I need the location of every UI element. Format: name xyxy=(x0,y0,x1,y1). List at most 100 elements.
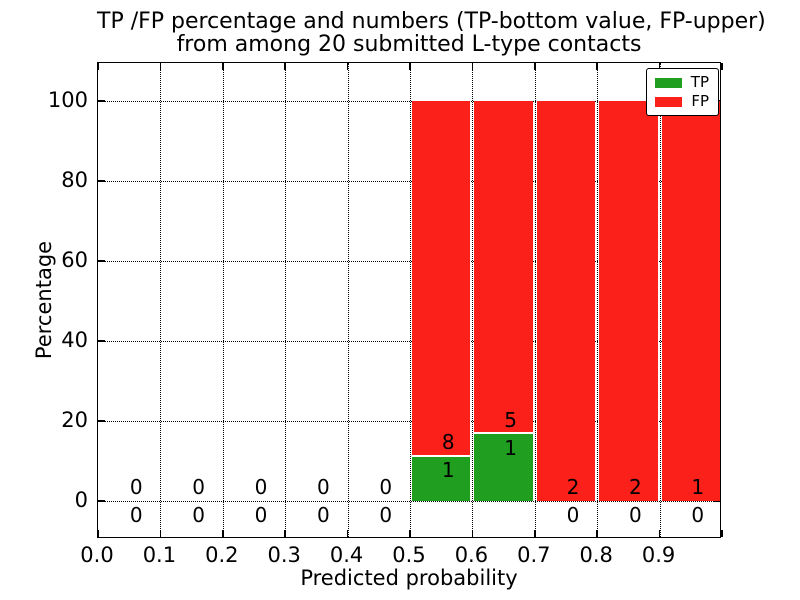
x-tick-bottom xyxy=(222,530,224,537)
tp-count-label-0.6-0.7: 1 xyxy=(504,435,517,460)
x-tick-bottom xyxy=(409,530,411,537)
h-gridline-60 xyxy=(98,261,720,262)
y-tick-left xyxy=(98,100,105,102)
y-tick-left xyxy=(98,340,105,342)
y-tick-left xyxy=(98,180,105,182)
x-tick-label-0.0: 0.0 xyxy=(80,543,114,567)
x-tick-top xyxy=(346,63,349,70)
x-tick-label-0.7: 0.7 xyxy=(517,543,551,567)
x-tick-label-0.6: 0.6 xyxy=(454,543,489,567)
x-tick-label-0.2: 0.2 xyxy=(205,543,239,567)
fp-bar-segment-0.9-1.0 xyxy=(661,101,720,501)
x-tick-label-0.5: 0.5 xyxy=(392,543,426,567)
y-tick-label-40: 40 xyxy=(61,328,88,352)
x-tick-top xyxy=(409,63,411,70)
x-tick-bottom xyxy=(284,530,286,537)
tp-count-label-0.0-0.1: 0 xyxy=(129,502,143,527)
x-tick-top xyxy=(284,63,286,70)
x-tick-bottom xyxy=(346,530,349,537)
x-tick-top xyxy=(596,63,598,70)
fp-count-label-0.6-0.7: 5 xyxy=(504,407,517,432)
x-tick-top xyxy=(222,63,224,70)
v-gridline-0.5 xyxy=(410,63,411,537)
x-tick-bottom xyxy=(721,530,723,537)
fp-count-label-0.2-0.3: 0 xyxy=(254,474,268,499)
x-tick-bottom xyxy=(658,530,661,537)
x-tick-top xyxy=(97,63,99,70)
x-tick-label-0.1: 0.1 xyxy=(142,543,177,567)
h-gridline-80 xyxy=(98,181,720,182)
legend-row-fp: FP xyxy=(655,94,709,109)
y-tick-left xyxy=(98,500,105,502)
fp-bar-segment-0.8-0.9 xyxy=(599,101,658,501)
x-tick-top xyxy=(471,63,474,70)
chart-title-line2: from among 20 submitted L-type contacts xyxy=(176,31,642,57)
fp-legend-swatch-icon xyxy=(655,96,682,107)
fp-count-label-0.4-0.5: 0 xyxy=(379,474,393,499)
chart-title: TP /FP percentage and numbers (TP-bottom… xyxy=(97,9,766,57)
x-tick-bottom xyxy=(97,530,99,537)
fp-count-label-0.8-0.9: 2 xyxy=(629,474,642,499)
h-gridline-40 xyxy=(98,341,720,342)
tp-legend-swatch-icon xyxy=(655,77,682,88)
h-gridline-100 xyxy=(98,101,720,102)
y-tick-label-80: 80 xyxy=(61,168,88,192)
legend-label-tp: TP xyxy=(690,73,709,91)
v-gridline-0.9 xyxy=(659,63,661,537)
tp-bar-segment-0.5-0.6 xyxy=(412,456,471,501)
fp-bar-segment-0.5-0.6 xyxy=(412,101,471,455)
y-tick-label-20: 20 xyxy=(61,408,88,432)
v-gridline-0.7 xyxy=(534,63,536,537)
legend-row-tp: TP xyxy=(655,75,709,90)
tp-count-label-0.9-1.0: 0 xyxy=(691,502,705,527)
v-gridline-0.8 xyxy=(597,63,599,537)
y-tick-label-0: 0 xyxy=(74,488,88,512)
y-tick-left xyxy=(98,260,105,262)
legend-label-fp: FP xyxy=(691,92,709,110)
tp-count-label-0.4-0.5: 0 xyxy=(379,502,393,527)
x-tick-bottom xyxy=(159,530,162,537)
h-gridline-0 xyxy=(98,501,720,502)
legend: TP FP xyxy=(646,68,719,116)
fp-count-label-0.0-0.1: 0 xyxy=(129,474,143,499)
tp-count-label-0.2-0.3: 0 xyxy=(254,502,268,527)
x-axis-label: Predicted probability xyxy=(300,566,518,590)
y-tick-left xyxy=(98,420,105,422)
y-tick-right xyxy=(713,500,720,502)
x-tick-top xyxy=(721,63,723,70)
fp-count-label-0.5-0.6: 8 xyxy=(441,430,455,455)
tp-count-label-0.7-0.8: 0 xyxy=(566,502,580,527)
fp-bar-segment-0.7-0.8 xyxy=(536,101,596,501)
y-tick-label-60: 60 xyxy=(61,248,88,272)
fp-bar-segment-0.6-0.7 xyxy=(474,101,533,433)
plot-area: TP FP 0 0 0 0 0 0 0 0 0 0 8 1 5 1 2 0 2 0 1 0 xyxy=(97,62,723,538)
x-tick-label-0.8: 0.8 xyxy=(579,543,613,567)
v-gridline-0.3 xyxy=(285,63,287,537)
tp-count-label-0.8-0.9: 0 xyxy=(629,502,642,527)
fp-count-label-0.1-0.2: 0 xyxy=(192,474,205,499)
fp-count-label-0.7-0.8: 2 xyxy=(566,474,580,499)
y-tick-label-100: 100 xyxy=(47,88,88,112)
x-tick-bottom xyxy=(471,530,474,537)
chart-title-line1: TP /FP percentage and numbers (TP-bottom… xyxy=(97,9,766,34)
x-tick-bottom xyxy=(596,530,598,537)
v-gridline-0.4 xyxy=(347,63,349,537)
v-gridline-0.6 xyxy=(472,63,474,537)
tp-bar-segment-0.6-0.7 xyxy=(474,434,533,501)
fp-count-label-0.3-0.4: 0 xyxy=(317,474,330,499)
v-gridline-0.2 xyxy=(222,63,224,537)
v-gridline-0.1 xyxy=(160,63,162,537)
tp-count-label-0.5-0.6: 1 xyxy=(441,458,455,483)
tp-count-label-0.3-0.4: 0 xyxy=(317,502,330,527)
x-tick-top xyxy=(159,63,162,70)
x-tick-label-0.3: 0.3 xyxy=(267,543,301,567)
x-tick-label-0.4: 0.4 xyxy=(329,543,364,567)
x-tick-bottom xyxy=(534,530,536,537)
fp-count-label-0.9-1.0: 1 xyxy=(691,474,705,499)
x-tick-top xyxy=(534,63,536,70)
x-tick-top xyxy=(658,63,661,70)
h-gridline-20 xyxy=(98,421,720,422)
tp-count-label-0.1-0.2: 0 xyxy=(192,502,205,527)
x-tick-label-0.9: 0.9 xyxy=(641,543,676,567)
